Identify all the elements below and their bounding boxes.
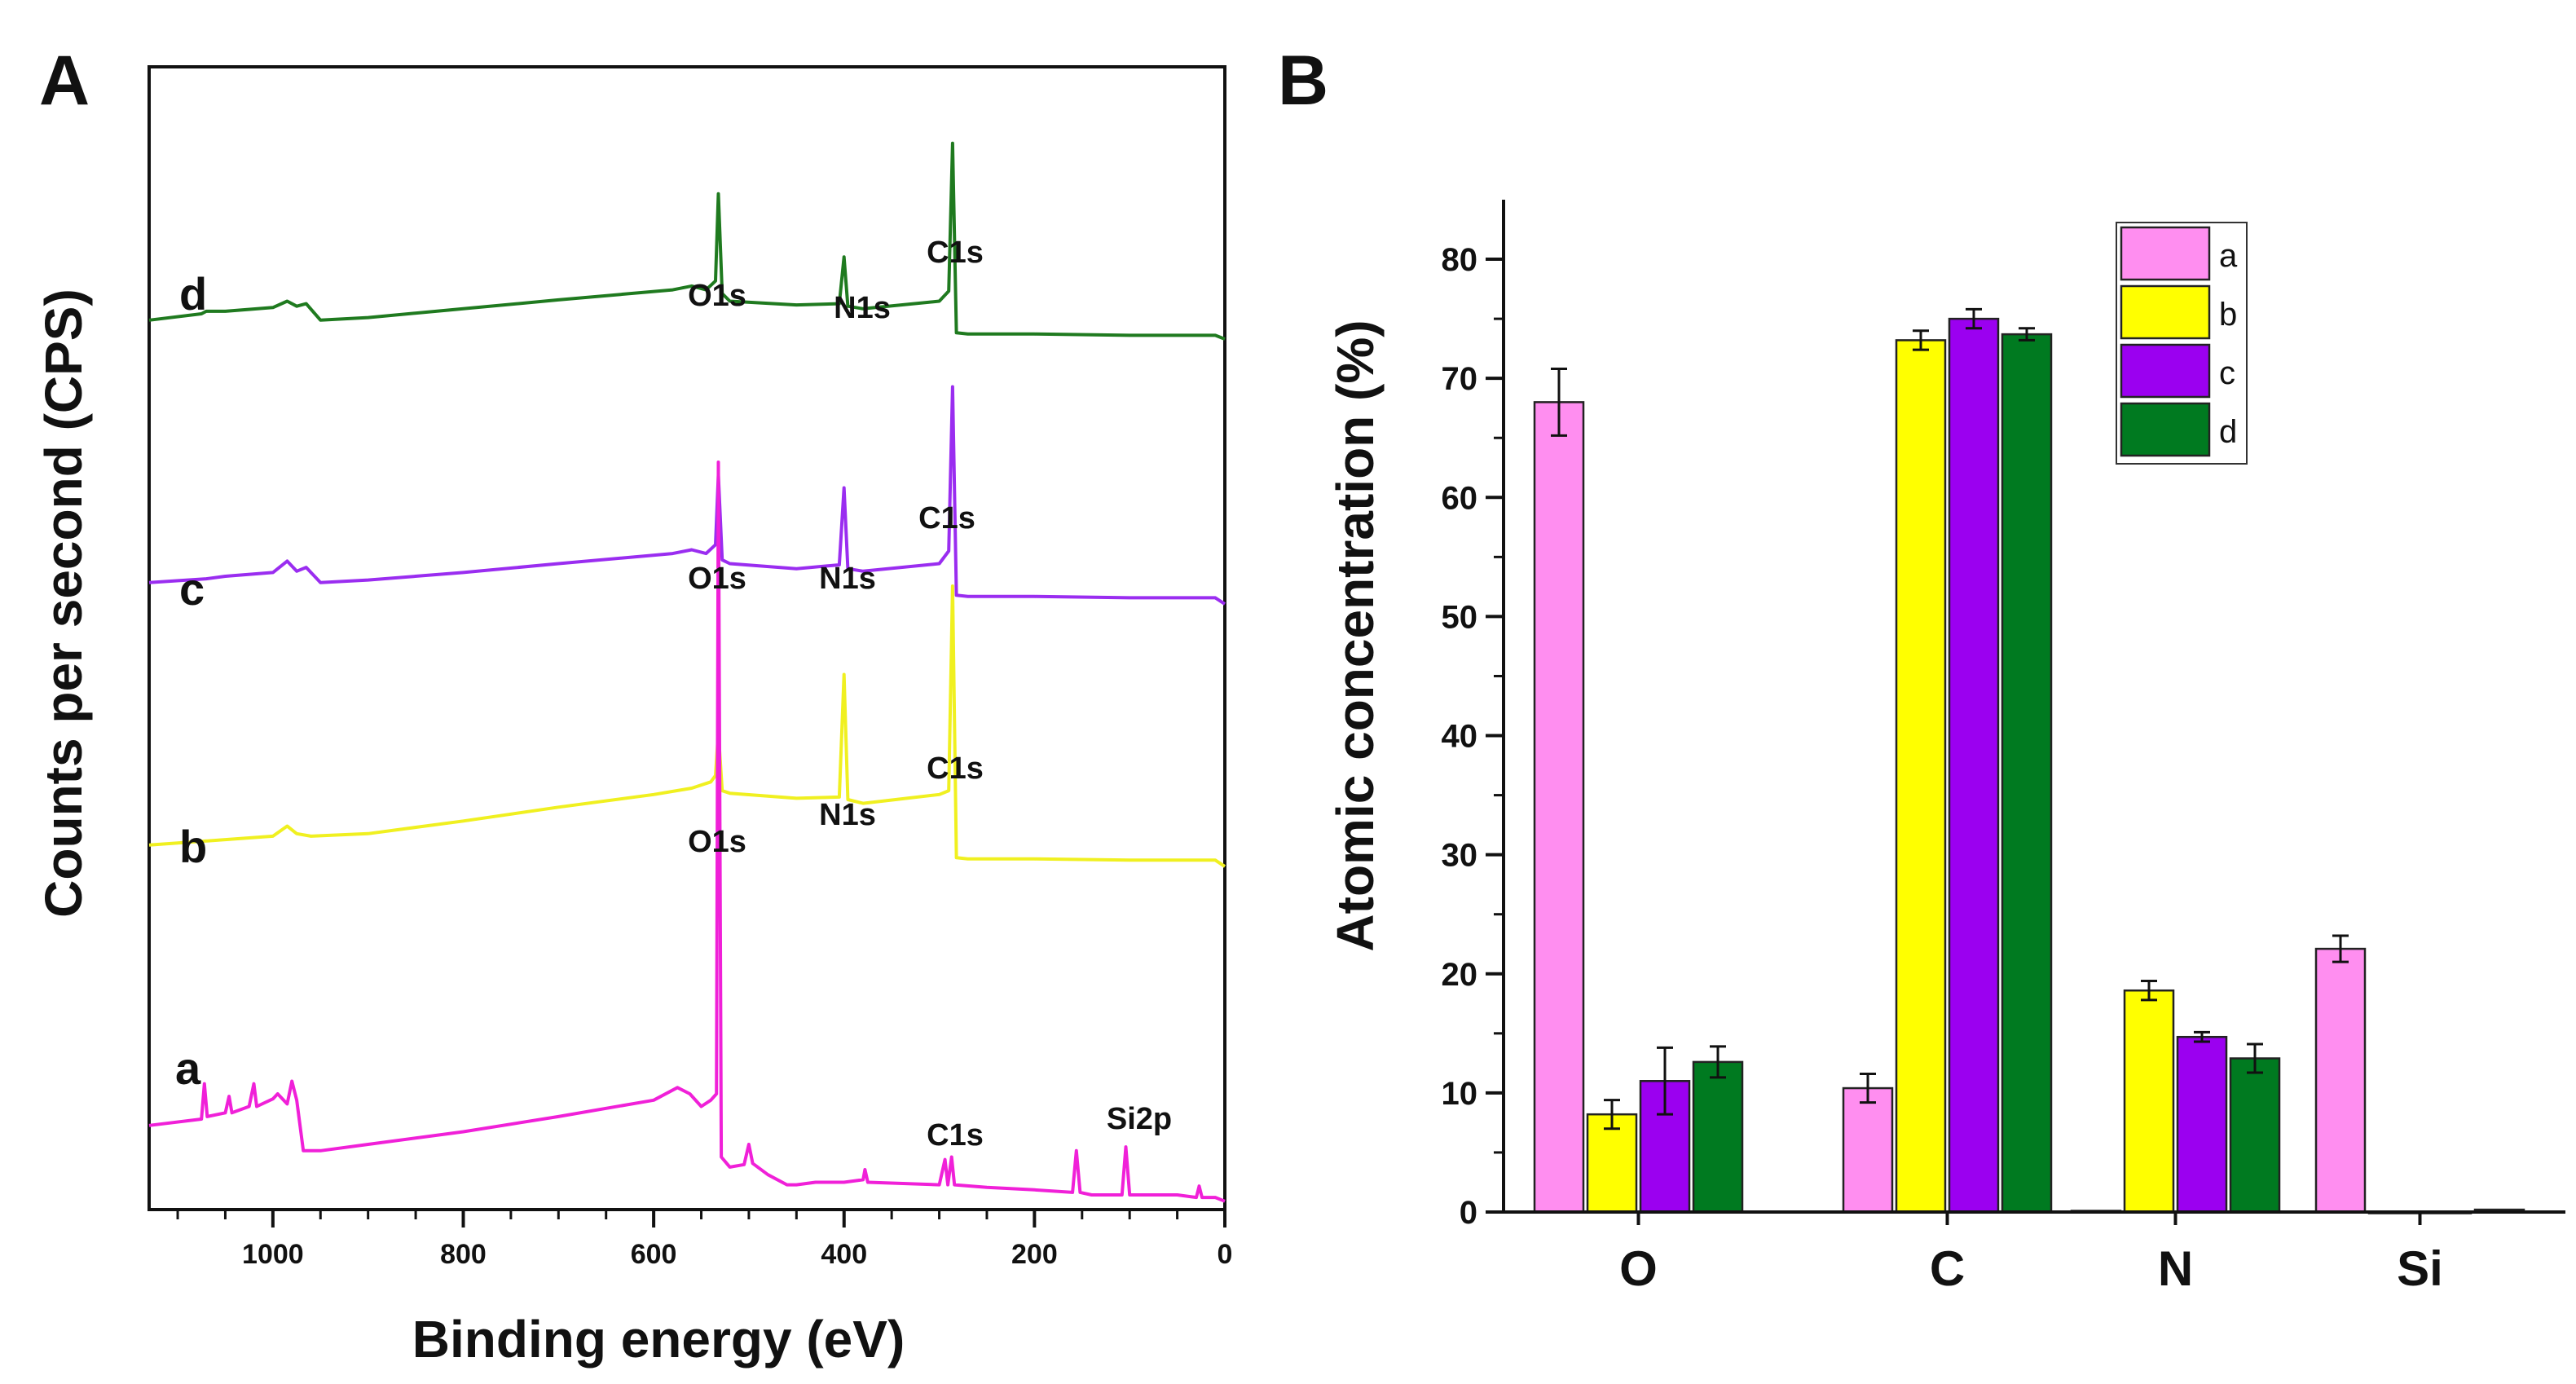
bars (1533, 307, 2525, 1214)
bar-b-N (2123, 989, 2175, 1214)
x-tick-label-a: 400 (821, 1239, 867, 1270)
curve-label-c: c (179, 563, 205, 615)
bar-a-Si (2314, 947, 2367, 1214)
legend-label-c: c (2219, 355, 2235, 391)
peak-labels: O1s N1s C1s O1s N1s C1s O1s N1s C1s C1s Si2p (688, 236, 1172, 1153)
peak-label: O1s (688, 825, 746, 859)
plot-a-frame (148, 65, 1226, 1211)
curve-label-a: a (175, 1042, 201, 1094)
spectrum-c (148, 385, 1226, 606)
panel-a-letter: A (39, 42, 90, 120)
category-label: C (1930, 1241, 1965, 1296)
peak-label: C1s (927, 1118, 984, 1153)
bar-b-O (1586, 1113, 1638, 1214)
bar-b-C (1895, 339, 1947, 1214)
legend-swatch-d (2120, 402, 2211, 457)
y-tick-label-b: 40 (1442, 719, 1478, 755)
legend-label-a: a (2219, 238, 2238, 274)
y-tick-label-b: 70 (1442, 361, 1478, 397)
x-tick-label-a: 1000 (242, 1239, 304, 1270)
y-tick-label-b: 0 (1460, 1195, 1477, 1231)
category-label: Si (2397, 1241, 2443, 1296)
x-tick-label-a: 800 (440, 1239, 487, 1270)
bar-a-O (1533, 401, 1585, 1214)
panel-b-letter: B (1278, 42, 1328, 120)
peak-label: C1s (927, 752, 984, 786)
spectrum-b (148, 584, 1226, 868)
y-tick-label-b: 50 (1442, 599, 1478, 635)
legend-label-d: d (2219, 414, 2237, 450)
peak-label: N1s (819, 798, 876, 832)
x-axis-title-a: Binding energy (eV) (412, 1310, 905, 1369)
legend-swatch-a (2120, 226, 2211, 281)
peak-label: N1s (819, 562, 876, 596)
peak-label: O1s (688, 279, 746, 313)
bar-d-N (2229, 1057, 2281, 1214)
spectrum-d (148, 141, 1226, 341)
curve-label-b: b (179, 821, 207, 872)
peak-label: N1s (834, 291, 891, 325)
bar-c-C (1948, 317, 2000, 1214)
category-label: N (2158, 1241, 2193, 1296)
y-tick-label-b: 20 (1442, 957, 1478, 993)
y-tick-label-b: 10 (1442, 1076, 1478, 1112)
spectrum-a (148, 461, 1226, 1203)
legend-swatch-b (2120, 284, 2211, 340)
y-tick-label-b: 60 (1442, 480, 1478, 516)
peak-label: C1s (927, 236, 984, 270)
bar-c-N (2176, 1035, 2228, 1214)
peak-label: C1s (918, 501, 975, 536)
x-tick-label-a: 0 (1218, 1239, 1233, 1270)
bar-d-O (1692, 1060, 1744, 1214)
y-axis-title-a: Counts per second (CPS) (34, 289, 93, 918)
curve-labels: d c b a (175, 268, 207, 1094)
peak-label: Si2p (1107, 1102, 1172, 1136)
x-tick-label-a: 600 (631, 1239, 677, 1270)
xps-curves (148, 141, 1226, 1203)
y-axis-title-b: Atomic concentration (%) (1326, 320, 1385, 951)
legend-swatch-c (2120, 343, 2211, 399)
curve-label-d: d (179, 268, 207, 320)
y-tick-label-b: 30 (1442, 838, 1478, 874)
peak-label: O1s (688, 562, 746, 596)
y-tick-label-b: 80 (1442, 242, 1478, 278)
bar-d-C (2001, 333, 2053, 1214)
x-tick-label-a: 200 (1011, 1239, 1058, 1270)
x-axis-a: 1000 800 600 400 200 0 (176, 1210, 1233, 1270)
category-label: O (1619, 1241, 1658, 1296)
legend-label-b: b (2219, 297, 2237, 333)
bar-a-C (1842, 1086, 1894, 1214)
axes-b: O C N Si 0 10 20 30 40 50 60 70 80 (1442, 200, 2565, 1296)
